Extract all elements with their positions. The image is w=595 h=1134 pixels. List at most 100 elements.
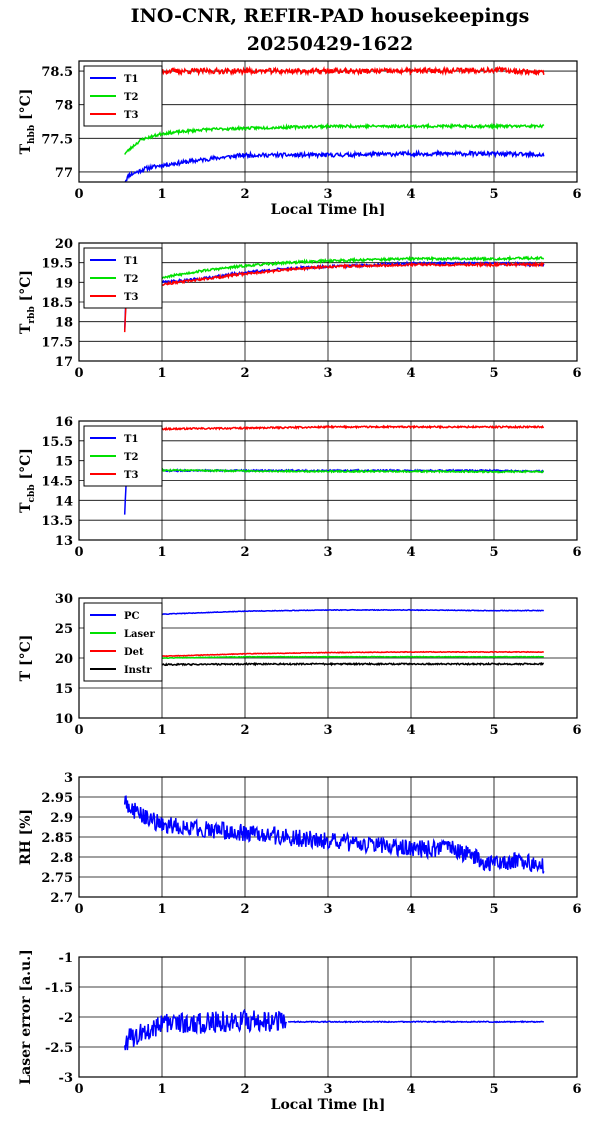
x-tick-label: 2 <box>240 723 249 738</box>
y-axis-label-main: RH [%] <box>18 809 34 865</box>
x-tick-label: 5 <box>489 1082 498 1097</box>
panel-hbb: 0 1 2 3 4 5 6 77 77.5 78 78.5 Local Time [h] Thbb [°… <box>18 60 582 218</box>
y-axis-label: T [°C] <box>18 635 34 682</box>
x-tick-label: 4 <box>406 723 415 738</box>
panel-rbb: 0 1 2 3 4 5 6 17 17.5 18 18.5 19 19.5 20 Trbb [°C] T1 T2… <box>18 237 582 381</box>
x-tick-label: 5 <box>489 902 498 917</box>
x-tick-label: 5 <box>489 187 498 202</box>
y-tick-label: 14 <box>55 494 73 509</box>
x-tick-label: 3 <box>323 366 332 381</box>
plot-frame <box>78 956 578 1078</box>
y-axis-label: Laser error [a.u.] <box>18 949 34 1084</box>
y-tick-label: 15 <box>55 682 73 697</box>
x-tick-label: 2 <box>240 1082 249 1097</box>
y-tick-label: 20 <box>55 652 73 667</box>
series-lines <box>123 65 545 182</box>
y-axis-label: Thbb [°C] <box>18 89 37 155</box>
y-tick-label: -2.5 <box>45 1041 73 1056</box>
x-tick-label: 5 <box>489 366 498 381</box>
y-tick-label: -1 <box>59 951 73 966</box>
legend-label: T2 <box>124 452 138 463</box>
y-axis-label: RH [%] <box>18 809 34 865</box>
y-tick-label: 2.85 <box>41 831 73 846</box>
y-tick-label: -2 <box>59 1011 73 1026</box>
series-line-data-0 <box>123 795 545 874</box>
y-tick-label: 20 <box>55 237 73 252</box>
series-line-t1 <box>124 149 545 182</box>
legend-label: T2 <box>124 274 138 285</box>
y-tick-label: 78.5 <box>41 65 73 80</box>
x-tick-label: 0 <box>74 902 83 917</box>
legend: PC Laser Det Instr <box>83 602 163 682</box>
y-tick-label: 13.5 <box>41 514 73 529</box>
legend: T1 T2 T3 <box>83 425 163 487</box>
series-line-t3 <box>123 65 545 77</box>
y-axis-label-unit: [°C] <box>18 448 34 484</box>
series-lines <box>123 1008 545 1051</box>
y-tick-label: 2.75 <box>41 871 73 886</box>
x-tick-label: 5 <box>489 723 498 738</box>
legend-label: T3 <box>124 470 138 481</box>
x-tick-label: 6 <box>572 366 581 381</box>
y-tick-label: 15.5 <box>41 435 73 450</box>
x-tick-label: 0 <box>74 1082 83 1097</box>
y-tick-label: -1.5 <box>45 981 73 996</box>
y-tick-label: 3 <box>64 771 73 786</box>
y-axis-label-unit: [°C] <box>18 89 34 125</box>
x-tick-label: 0 <box>74 366 83 381</box>
x-tick-label: 6 <box>572 545 581 560</box>
panel-temps: 0 1 2 3 4 5 6 10 15 20 25 30 T [°C] PC Laser Det Instr <box>18 592 582 738</box>
x-tick-label: 1 <box>157 723 166 738</box>
y-tick-label: 17.5 <box>41 335 73 350</box>
series-line-data-0 <box>123 1008 288 1051</box>
series-line-t2 <box>124 122 545 155</box>
series-line-instr <box>124 661 544 667</box>
legend-label: Laser <box>124 629 156 640</box>
series-line-t2 <box>124 254 545 296</box>
plot-frame <box>78 420 578 541</box>
y-axis-label-main: T <box>18 143 34 154</box>
y-tick-label: 13 <box>55 534 73 549</box>
series-lines <box>123 254 545 333</box>
y-tick-label: 19.5 <box>41 257 73 272</box>
x-tick-label: 1 <box>157 902 166 917</box>
y-tick-label: 77 <box>55 166 73 181</box>
y-axis-label-main: T [°C] <box>18 635 34 682</box>
x-tick-label: 2 <box>240 187 249 202</box>
series-line-t3 <box>124 424 545 432</box>
y-tick-label: 2.95 <box>41 791 73 806</box>
x-tick-label: 1 <box>157 187 166 202</box>
x-tick-label: 4 <box>406 545 415 560</box>
panel-cbb: 0 1 2 3 4 5 6 13 13.5 14 14.5 15 15.5 16 Tcbb [°C] T1 T2… <box>18 415 582 560</box>
x-axis-label: Local Time [h] <box>271 202 386 218</box>
plot-frame <box>78 60 578 183</box>
chart-title: INO-CNR, REFIR-PAD housekeepings <box>131 5 530 27</box>
series-line-det <box>124 650 545 660</box>
y-tick-label: 16 <box>55 415 73 430</box>
x-tick-label: 2 <box>240 545 249 560</box>
x-tick-label: 3 <box>323 902 332 917</box>
x-tick-label: 1 <box>157 545 166 560</box>
y-axis-label-main: T <box>18 323 34 334</box>
y-axis-label-unit: [°C] <box>18 270 34 306</box>
y-tick-label: 30 <box>55 592 73 607</box>
y-tick-label: 2.9 <box>50 811 73 826</box>
x-tick-label: 0 <box>74 187 83 202</box>
x-tick-label: 1 <box>157 366 166 381</box>
x-tick-label: 6 <box>572 902 581 917</box>
y-tick-label: 18.5 <box>41 296 73 311</box>
legend-label: Instr <box>124 665 152 676</box>
legend-label: T3 <box>124 110 138 121</box>
y-tick-label: 2.7 <box>50 891 73 906</box>
panel-rh: 0 1 2 3 4 5 6 2.7 2.75 2.8 2.85 2.9 2.95 3 RH [%] <box>18 771 582 917</box>
x-tick-label: 4 <box>406 902 415 917</box>
x-tick-label: 5 <box>489 545 498 560</box>
x-tick-label: 4 <box>406 366 415 381</box>
x-tick-label: 3 <box>323 1082 332 1097</box>
y-tick-label: 25 <box>55 622 73 637</box>
legend-label: Det <box>124 647 144 658</box>
x-tick-label: 6 <box>572 723 581 738</box>
plot-frame <box>78 776 578 898</box>
y-tick-label: 10 <box>55 712 73 727</box>
